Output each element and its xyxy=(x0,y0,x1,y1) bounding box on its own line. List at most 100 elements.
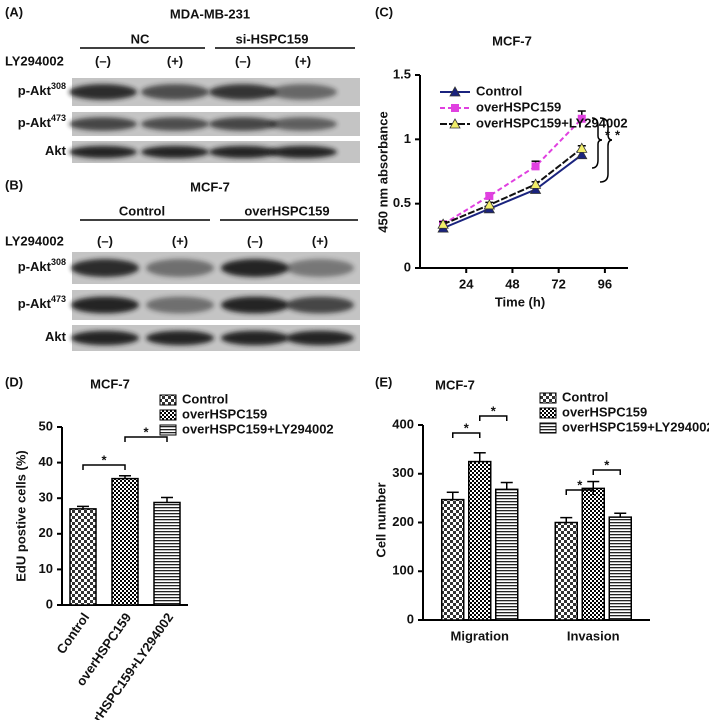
row-label: p-Akt473 xyxy=(18,113,66,130)
lane-label: (–) xyxy=(235,53,251,68)
x-tick-label: 48 xyxy=(505,276,519,291)
chart-title: MCF-7 xyxy=(492,33,532,48)
row-name: Akt xyxy=(45,143,67,158)
significance-star: * xyxy=(604,457,610,472)
bar xyxy=(69,508,97,606)
significance-star: * xyxy=(464,420,470,435)
bar xyxy=(608,516,632,621)
significance-star: * xyxy=(605,127,611,142)
x-tick-label: Control xyxy=(53,610,92,656)
panel-label: (A) xyxy=(5,4,23,19)
legend-swatch xyxy=(539,407,557,419)
significance-star: * xyxy=(615,127,621,142)
panel-label: (C) xyxy=(375,4,393,19)
y-tick-label: 300 xyxy=(392,465,414,480)
legend-label: Control xyxy=(476,83,522,98)
row-sup: 308 xyxy=(51,257,66,267)
legend-swatch xyxy=(159,394,177,406)
marker xyxy=(576,148,588,160)
row-label: Akt xyxy=(45,143,67,158)
brace xyxy=(599,117,613,183)
error-bar xyxy=(446,491,459,500)
lane-label: (+) xyxy=(295,53,311,68)
blot-band xyxy=(146,296,214,314)
significance-bracket xyxy=(82,464,126,470)
row-name: p-Akt xyxy=(18,296,52,311)
brace xyxy=(591,117,603,169)
row-sup: 308 xyxy=(51,81,66,91)
y-tick-label: 50 xyxy=(39,418,53,433)
marker xyxy=(529,178,542,189)
blot-band xyxy=(69,145,137,159)
y-tick-label: 0 xyxy=(404,259,411,274)
error-bar xyxy=(587,480,600,489)
error-bar xyxy=(614,512,627,518)
legend-swatch xyxy=(539,392,557,404)
blot-band xyxy=(221,259,289,277)
chart-title: MCF-7 xyxy=(90,376,130,391)
legend-marker xyxy=(451,104,459,112)
blot-band xyxy=(71,296,139,314)
legend-label: overHSPC159 xyxy=(182,406,267,421)
y-tick-label: 20 xyxy=(39,525,53,540)
lane-label: (–) xyxy=(95,53,111,68)
blot-band xyxy=(269,145,337,159)
significance-bracket xyxy=(565,489,594,495)
lane-label: (+) xyxy=(312,233,328,248)
blot-band xyxy=(221,330,289,346)
row-label: Akt xyxy=(45,329,67,344)
x-tick-label: Invasion xyxy=(567,628,620,643)
legend-label: overHSPC159+LY294002 xyxy=(562,419,709,434)
legend-swatch xyxy=(159,424,177,436)
significance-bracket xyxy=(479,415,508,421)
marker xyxy=(531,162,540,171)
panel-label: (B) xyxy=(5,177,23,192)
blot-band xyxy=(221,296,289,314)
y-tick-label: 400 xyxy=(392,416,414,431)
legend-marker xyxy=(449,86,461,97)
error-bar xyxy=(500,481,513,490)
y-tick-label: 200 xyxy=(392,514,414,529)
blot-title: MDA-MB-231 xyxy=(170,6,250,21)
y-tick-label: 1 xyxy=(404,131,411,146)
series-line xyxy=(442,118,583,226)
y-tick-label: 30 xyxy=(39,490,53,505)
group-label: Control xyxy=(119,203,165,218)
marker xyxy=(437,218,449,229)
blot-band xyxy=(209,84,277,100)
treatment-label: LY294002 xyxy=(5,53,64,68)
blot-band xyxy=(146,330,214,346)
panel-label: (D) xyxy=(5,374,23,389)
legend-label: overHSPC159+LY294002 xyxy=(476,115,628,130)
significance-bracket xyxy=(592,469,621,475)
bar xyxy=(554,521,578,621)
y-axis-label: EdU postive cells (%) xyxy=(13,450,28,581)
y-tick-label: 0 xyxy=(407,611,414,626)
marker xyxy=(529,183,542,194)
y-axis-label: Cell number xyxy=(373,482,388,557)
y-tick-label: 10 xyxy=(39,561,53,576)
treatment-label: LY294002 xyxy=(5,233,64,248)
y-tick-label: 1.5 xyxy=(393,66,411,81)
blot-band xyxy=(71,330,139,346)
blot-band xyxy=(69,117,137,131)
x-tick-label: 72 xyxy=(551,276,565,291)
blot-band xyxy=(141,84,209,100)
x-tick-label: Migration xyxy=(451,628,510,643)
legend-label: Control xyxy=(562,389,608,404)
bar xyxy=(581,487,605,621)
legend-label: overHSPC159 xyxy=(476,99,561,114)
x-tick-label: 24 xyxy=(459,276,474,291)
significance-star: * xyxy=(101,452,107,467)
marker xyxy=(577,114,586,123)
blot-band xyxy=(269,84,337,100)
legend-marker xyxy=(449,118,461,129)
significance-star: * xyxy=(143,424,149,439)
error-bar xyxy=(473,452,486,462)
row-label: p-Akt473 xyxy=(18,294,66,311)
marker xyxy=(483,199,496,210)
row-sup: 473 xyxy=(51,113,66,123)
blot-band xyxy=(209,117,277,131)
y-tick-label: 0.5 xyxy=(393,195,411,210)
series-line xyxy=(442,147,583,226)
